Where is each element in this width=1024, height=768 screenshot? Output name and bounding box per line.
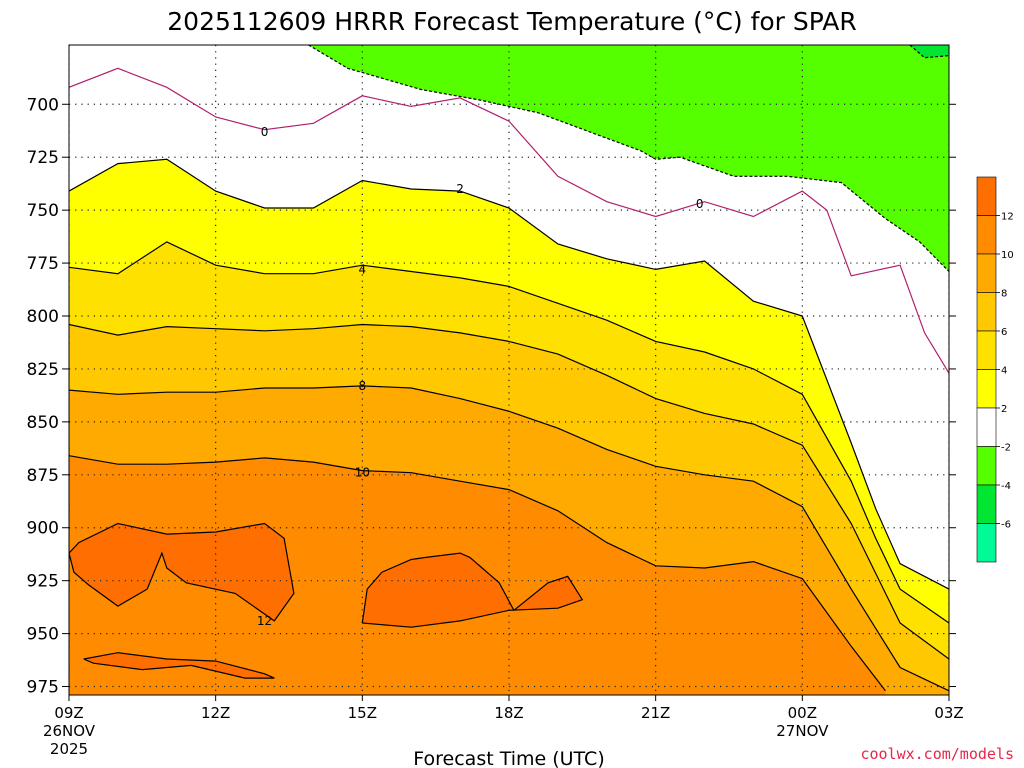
colorbar-swatch [976, 253, 997, 293]
contour-line-12 [69, 522, 295, 622]
contour-label: 2 [456, 182, 464, 196]
chart-title: 2025112609 HRRR Forecast Temperature (°C… [167, 7, 856, 36]
colorbar-tick-label: -6 [1001, 520, 1011, 531]
contour-label: 0 [696, 197, 704, 211]
colorbar-swatch [976, 176, 997, 216]
colorbar-swatch [976, 523, 997, 563]
y-tick-label: 775 [27, 254, 59, 274]
colorbar-tick-label: 12 [1001, 212, 1014, 223]
y-tick-label: 975 [27, 678, 59, 698]
x-tick-label: 15Z [348, 704, 377, 722]
contour-line-8 [69, 385, 949, 692]
fill-pocket-12-0 [69, 523, 294, 621]
x-tick-label: 03Z [934, 704, 963, 722]
colorbar-tick-label: 6 [1001, 327, 1007, 338]
x-tick-label: 12Z [201, 704, 230, 722]
colorbar-swatch [976, 407, 997, 447]
colorbar-swatch [976, 369, 997, 409]
x-tick-label: 21Z [641, 704, 670, 722]
fill-pocket-12-1 [83, 652, 275, 679]
colorbar-tick-label: -2 [1001, 443, 1011, 454]
contour-label: 12 [257, 614, 272, 628]
x-tick-date-label: 26NOV [43, 722, 96, 740]
contour-line-12 [83, 652, 275, 679]
contour-line--4 [308, 45, 949, 272]
contour-line--6 [909, 45, 949, 59]
colorbar-swatch [976, 215, 997, 255]
x-tick-label: 09Z [54, 704, 83, 722]
x-axis-title: Forecast Time (UTC) [413, 748, 604, 768]
fill-pocket-12-2 [362, 553, 583, 628]
y-tick-label: 800 [27, 307, 59, 327]
y-tick-label: 875 [27, 466, 59, 486]
colorbar-swatch [976, 330, 997, 370]
colorbar-tick-label: 8 [1001, 289, 1007, 300]
contour-label: 8 [359, 379, 367, 393]
y-tick-label: 700 [27, 95, 59, 115]
x-tick-year-label: 2025 [50, 740, 88, 758]
contour-label: 4 [359, 262, 367, 276]
y-tick-label: 825 [27, 360, 59, 380]
colorbar-tick-label: 2 [1001, 404, 1007, 415]
contour-label: 10 [355, 466, 370, 480]
colorbar-swatch [976, 292, 997, 332]
x-tick-label: 00Z [788, 704, 817, 722]
contour-line-6 [69, 323, 949, 660]
contour-line-0 [69, 67, 949, 374]
x-tick-date-label: 27NOV [776, 722, 829, 740]
y-tick-label: 725 [27, 148, 59, 168]
colorbar-swatch [976, 484, 997, 524]
temperature-fill-bands [69, 45, 949, 695]
y-tick-label: 900 [27, 519, 59, 539]
contour-line-10 [69, 455, 886, 692]
fill-band-cold-4 [308, 45, 949, 272]
contour-line-2 [69, 158, 949, 590]
colorbar: -6 -4 -2 2 4 6 8 10 12 [976, 176, 1014, 563]
colorbar-tick-label: 10 [1001, 250, 1014, 261]
colorbar-tick-label: -4 [1001, 481, 1011, 492]
temperature-contours: 0 0 2 4 8 10 12 [69, 45, 949, 692]
colorbar-tick-label: 4 [1001, 366, 1007, 377]
y-tick-label: 850 [27, 413, 59, 433]
y-tick-label: 950 [27, 625, 59, 645]
contour-line-12 [361, 552, 584, 628]
y-tick-label: 750 [27, 201, 59, 221]
contour-label: 0 [261, 125, 269, 139]
contour-line-4 [69, 241, 949, 624]
x-tick-label: 18Z [494, 704, 523, 722]
y-tick-label: 925 [27, 572, 59, 592]
colorbar-swatch [976, 446, 997, 486]
fill-band-cold-6 [909, 45, 949, 58]
credit-link[interactable]: coolwx.com/models [860, 745, 1014, 763]
